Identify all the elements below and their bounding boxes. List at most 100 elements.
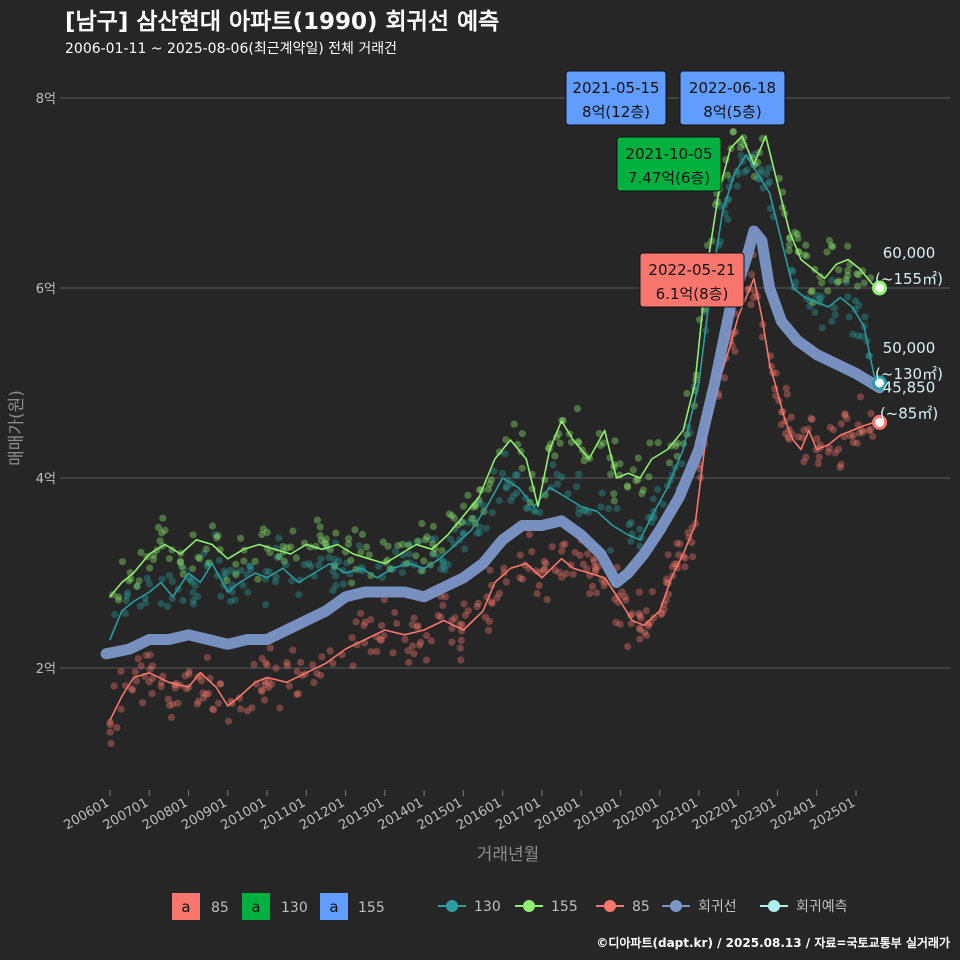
y-tick-label: 8억 xyxy=(36,92,56,107)
scatter-point xyxy=(488,599,496,607)
scatter-point xyxy=(835,445,843,453)
scatter-point xyxy=(247,565,255,574)
scatter-point xyxy=(800,426,808,434)
series-lines xyxy=(100,135,886,722)
scatter-point xyxy=(823,248,831,256)
scatter-point xyxy=(716,202,725,210)
scatter-point xyxy=(675,551,683,559)
scatter-point xyxy=(657,610,665,619)
scatter-point xyxy=(829,426,838,434)
credit-text: ©디아파트(dapt.kr) / 2025.08.13 / 자료=국토교통부 실… xyxy=(596,935,950,950)
scatter-point xyxy=(837,460,845,468)
scatter-point xyxy=(648,588,657,596)
scatter-point xyxy=(317,555,325,563)
scatter-point xyxy=(309,661,317,669)
scatter-point xyxy=(258,654,266,663)
scatter-point xyxy=(262,567,270,576)
scatter-point xyxy=(765,164,773,172)
scatter-point xyxy=(435,553,443,561)
scatter-point xyxy=(165,572,174,580)
scatter-point xyxy=(624,483,632,491)
scatter-point xyxy=(825,444,834,452)
scatter-point xyxy=(721,374,729,382)
scatter-point xyxy=(289,527,297,535)
scatter-point xyxy=(637,614,645,622)
legend-box-label: 130 xyxy=(281,900,308,916)
scatter-point xyxy=(266,644,274,652)
legend-line-dot xyxy=(670,900,682,912)
scatter-point xyxy=(613,504,621,513)
scatter-point xyxy=(493,594,501,602)
scatter-point xyxy=(616,620,624,628)
chart-subtitle: 2006-01-11 ~ 2025-08-06(최근계약일) 전체 거래건 xyxy=(65,41,397,57)
scatter-point xyxy=(393,619,401,628)
scatter-point xyxy=(283,544,291,552)
scatter-point xyxy=(554,480,562,488)
scatter-point xyxy=(475,523,484,531)
scatter-point xyxy=(216,680,224,688)
scatter-point xyxy=(597,441,605,450)
scatter-point xyxy=(824,448,833,456)
scatter-point xyxy=(558,547,566,555)
scatter-point xyxy=(313,669,321,678)
scatter-point xyxy=(459,529,467,537)
scatter-point xyxy=(444,561,452,569)
scatter-point xyxy=(632,477,640,485)
scatter-point xyxy=(535,581,543,590)
scatter-point xyxy=(137,548,145,557)
scatter-point xyxy=(448,511,456,520)
scatter-point xyxy=(612,618,620,627)
scatter-point xyxy=(458,621,466,629)
scatter-point xyxy=(562,570,570,578)
scatter-point xyxy=(642,607,650,615)
scatter-point xyxy=(553,470,561,478)
scatter-point xyxy=(313,516,321,524)
scatter-point xyxy=(801,251,809,259)
scatter-point xyxy=(143,574,151,582)
scatter-point xyxy=(429,540,437,548)
scatter-point xyxy=(227,597,235,605)
scatter-point xyxy=(394,541,402,550)
scatter-point xyxy=(610,497,618,505)
scatter-point xyxy=(188,565,197,573)
scatter-point xyxy=(673,539,681,547)
scatter-point xyxy=(627,537,635,545)
scatter-point xyxy=(167,713,176,722)
scatter-point xyxy=(266,549,274,557)
legend-box-label: 85 xyxy=(211,900,229,916)
scatter-point xyxy=(289,646,297,654)
scatter-point xyxy=(482,524,490,532)
scatter-point xyxy=(279,543,287,551)
scatter-point xyxy=(271,578,280,586)
scatter-point xyxy=(662,579,671,587)
scatter-point xyxy=(145,580,153,588)
scatter-point xyxy=(556,439,564,447)
scatter-point xyxy=(365,551,373,559)
scatter-point xyxy=(343,559,351,567)
scatter-point xyxy=(576,551,584,560)
scatter-point xyxy=(220,573,228,581)
scatter-point xyxy=(464,518,472,527)
scatter-point xyxy=(118,558,127,566)
callout-date: 2022-06-18 xyxy=(689,79,776,97)
scatter-point xyxy=(392,548,400,556)
scatter-point xyxy=(202,545,210,553)
scatter-point xyxy=(803,252,811,260)
scatter-point xyxy=(111,610,119,619)
scatter-point xyxy=(650,614,658,622)
scatter-point xyxy=(121,609,129,618)
scatter-point xyxy=(265,568,273,576)
scatter-point xyxy=(135,577,143,585)
scatter-point xyxy=(586,590,594,598)
scatter-point xyxy=(589,555,598,563)
scatter-point xyxy=(828,317,836,325)
scatter-point xyxy=(217,592,225,600)
x-axis-ticks: 2006012007012008012009012010012011012012… xyxy=(62,790,858,833)
scatter-point xyxy=(240,557,248,565)
scatter-point xyxy=(622,596,630,604)
scatter-point xyxy=(849,431,857,439)
scatter-point xyxy=(540,557,549,566)
scatter-point xyxy=(134,655,142,663)
scatter-point xyxy=(276,704,284,712)
scatter-point xyxy=(231,596,239,604)
